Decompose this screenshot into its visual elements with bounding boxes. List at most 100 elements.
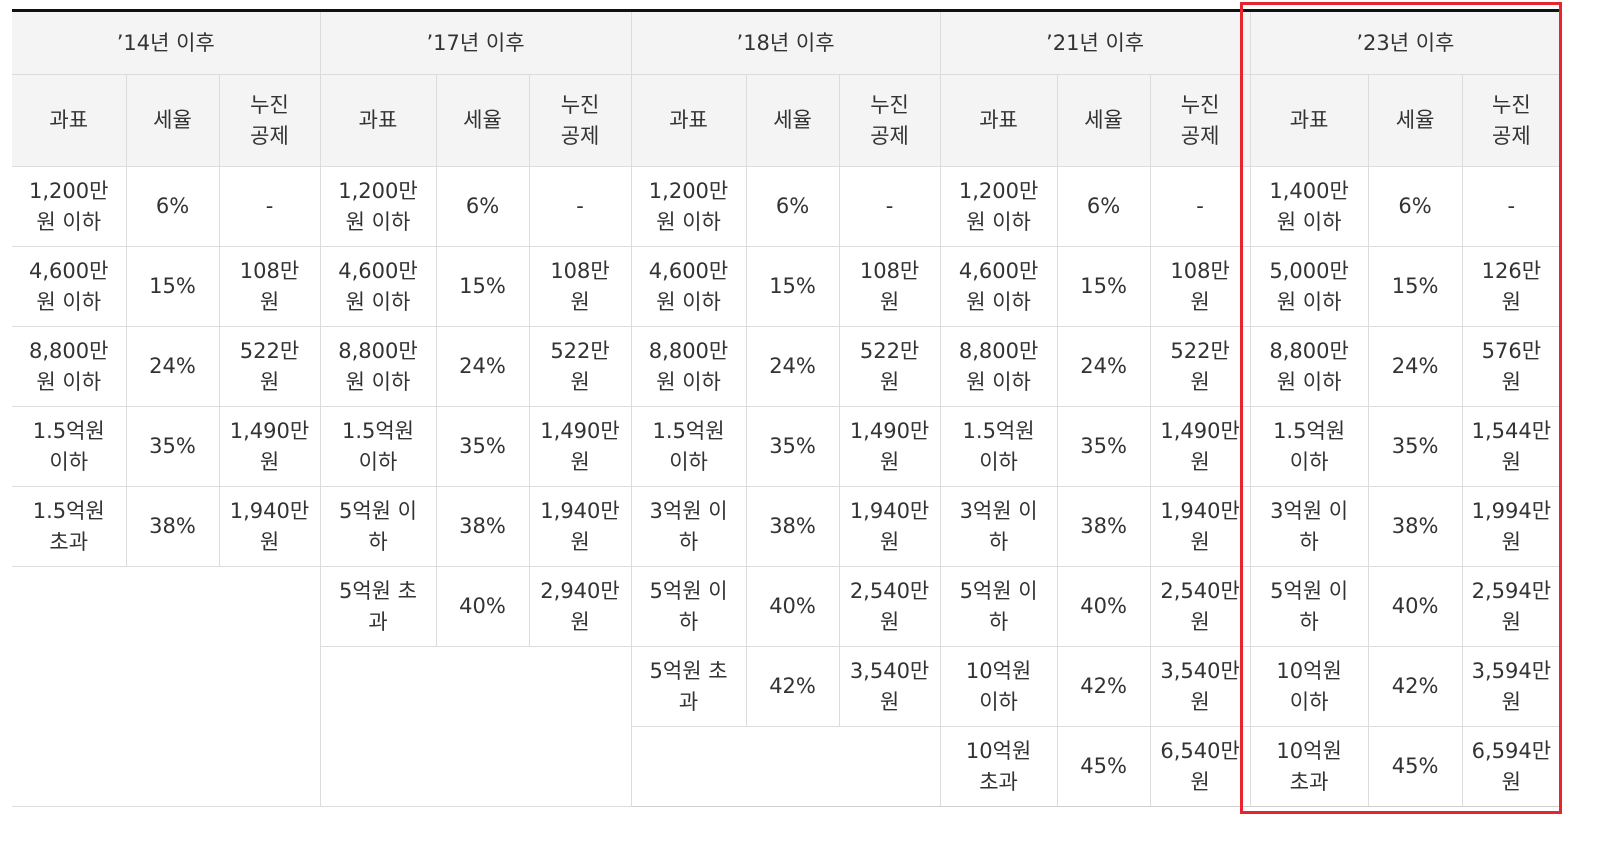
tax-rate-header: 세율 <box>125 74 220 167</box>
deduction-cell: 1,940만 원 <box>528 486 632 567</box>
deduction-cell: - <box>838 166 941 247</box>
tax-rate-header: 세율 <box>745 74 840 167</box>
tax-rate-cell: 15% <box>1367 246 1463 327</box>
period-title: ’14년 이후 <box>12 10 321 75</box>
deduction-cell: 1,490만 원 <box>1149 406 1251 487</box>
deduction-cell: - <box>1461 166 1561 247</box>
tax-rate-cell: 24% <box>1056 326 1151 407</box>
tax-base-header: 과표 <box>630 74 747 167</box>
tax-rate-cell: 38% <box>745 486 840 567</box>
deduction-cell: 126만 원 <box>1461 246 1561 327</box>
tax-rate-cell: 6% <box>1056 166 1151 247</box>
tax-base-cell: 1.5억원 이하 <box>319 406 437 487</box>
tax-rate-cell: 38% <box>125 486 220 567</box>
tax-rate-cell: 35% <box>125 406 220 487</box>
deduction-cell: 3,540만 원 <box>1149 646 1251 727</box>
tax-base-cell: 1,400만 원 이하 <box>1249 166 1369 247</box>
tax-rate-header: 세율 <box>1367 74 1463 167</box>
empty-cell <box>631 726 941 807</box>
deduction-cell: 522만 원 <box>218 326 321 407</box>
tax-base-cell: 5,000만 원 이하 <box>1249 246 1369 327</box>
tax-rate-cell: 42% <box>1056 646 1151 727</box>
tax-base-cell: 5억원 이 하 <box>319 486 437 567</box>
deduction-cell: 1,940만 원 <box>218 486 321 567</box>
tax-base-cell: 10억원 이하 <box>939 646 1058 727</box>
tax-rate-cell: 15% <box>125 246 220 327</box>
deduction-cell: 1,994만 원 <box>1461 486 1561 567</box>
tax-rate-cell: 35% <box>435 406 530 487</box>
tax-rate-cell: 24% <box>435 326 530 407</box>
tax-rate-cell: 24% <box>125 326 220 407</box>
deduction-cell: 108만 원 <box>1149 246 1251 327</box>
progressive-deduction-header: 누진 공제 <box>838 74 941 167</box>
tax-rate-cell: 6% <box>745 166 840 247</box>
table-row: 1,200만 원 이하 6% -1,200만 원 이하 6% -1,200만 원 이하 6… <box>12 166 1561 247</box>
tax-rate-cell: 15% <box>435 246 530 327</box>
deduction-cell: 1,490만 원 <box>218 406 321 487</box>
tax-base-cell: 10억원 초과 <box>939 726 1058 807</box>
deduction-cell: 576만 원 <box>1461 326 1561 407</box>
tax-rate-cell: 15% <box>1056 246 1151 327</box>
period-title: ’21년 이후 <box>939 10 1251 75</box>
tax-base-cell: 1,200만 원 이하 <box>12 166 127 247</box>
tax-rate-cell: 24% <box>1367 326 1463 407</box>
tax-rate-cell: 42% <box>745 646 840 727</box>
period-title: ’17년 이후 <box>319 10 632 75</box>
tax-base-cell: 5억원 이 하 <box>1249 566 1369 647</box>
tax-base-cell: 4,600만 원 이하 <box>319 246 437 327</box>
deduction-cell: 1,940만 원 <box>838 486 941 567</box>
tax-base-cell: 1.5억원 이하 <box>630 406 747 487</box>
deduction-cell: 3,540만 원 <box>838 646 941 727</box>
tax-base-header: 과표 <box>939 74 1058 167</box>
tax-base-cell: 1,200만 원 이하 <box>939 166 1058 247</box>
tax-rate-cell: 45% <box>1056 726 1151 807</box>
deduction-cell: 6,540만 원 <box>1149 726 1251 807</box>
table-row: 5억원 초 과 40% 2,940만 원 5억원 이 하 40% 2,540만 원 5억원 … <box>12 566 1561 807</box>
tax-base-cell: 3억원 이 하 <box>630 486 747 567</box>
period-header-row: ’14년 이후 ’17년 이후 ’18년 이후 ’21년 이후 ’23년 이후 <box>12 10 1561 75</box>
table-row: 10억원 초과 45% 6,540만 원 10억원 초과 45% 6,594만 원 <box>12 726 1561 807</box>
tax-base-cell: 10억원 이하 <box>1249 646 1369 727</box>
tax-base-cell: 10억원 초과 <box>1249 726 1369 807</box>
tax-rate-cell: 40% <box>745 566 840 647</box>
deduction-cell: 1,544만 원 <box>1461 406 1561 487</box>
tax-base-cell: 4,600만 원 이하 <box>12 246 127 327</box>
period-title: ’23년 이후 <box>1249 10 1561 75</box>
tax-base-cell: 5억원 초 과 <box>319 566 437 647</box>
deduction-cell: 1,940만 원 <box>1149 486 1251 567</box>
deduction-cell: - <box>1149 166 1251 247</box>
tax-base-cell: 1,200만 원 이하 <box>319 166 437 247</box>
progressive-deduction-header: 누진 공제 <box>1149 74 1251 167</box>
table-row: 5억원 초 과 42% 3,540만 원 10억원 이하 42% 3,540만 원 10억원… <box>12 646 1561 807</box>
deduction-cell: - <box>218 166 321 247</box>
tax-rate-cell: 24% <box>745 326 840 407</box>
table-row: 1.5억원 초과 38% 1,940만 원 5억원 이 하 38% 1,940만 원 3억원… <box>12 486 1561 567</box>
tax-rate-cell: 42% <box>1367 646 1463 727</box>
tax-base-header: 과표 <box>319 74 437 167</box>
deduction-cell: 522만 원 <box>528 326 632 407</box>
tax-rate-cell: 6% <box>435 166 530 247</box>
column-header-row: 과표 세율 누진 공제 과표 세율 누진 공제 과표 세율 누진 공제 과표 세율 누진 공제 과표 세율… <box>12 74 1561 167</box>
tax-rate-cell: 35% <box>1056 406 1151 487</box>
deduction-cell: 522만 원 <box>838 326 941 407</box>
deduction-cell: 2,540만 원 <box>1149 566 1251 647</box>
progressive-deduction-header: 누진 공제 <box>1461 74 1561 167</box>
deduction-cell: 3,594만 원 <box>1461 646 1561 727</box>
tax-base-cell: 8,800만 원 이하 <box>1249 326 1369 407</box>
tax-rate-table: ’14년 이후 ’17년 이후 ’18년 이후 ’21년 이후 ’23년 이후 과표 세율 누… <box>12 9 1561 807</box>
tax-base-cell: 1.5억원 이하 <box>939 406 1058 487</box>
tax-rate-cell: 35% <box>1367 406 1463 487</box>
tax-base-cell: 4,600만 원 이하 <box>939 246 1058 327</box>
tax-rate-cell: 35% <box>745 406 840 487</box>
deduction-cell: 2,940만 원 <box>528 566 632 647</box>
empty-cell <box>12 566 321 807</box>
tax-base-cell: 5억원 이 하 <box>630 566 747 647</box>
tax-base-cell: 8,800만 원 이하 <box>630 326 747 407</box>
tax-base-cell: 1,200만 원 이하 <box>630 166 747 247</box>
tax-rate-cell: 40% <box>435 566 530 647</box>
empty-cell <box>320 646 632 807</box>
deduction-cell: 108만 원 <box>528 246 632 327</box>
tax-rate-cell: 40% <box>1367 566 1463 647</box>
tax-rate-cell: 45% <box>1367 726 1463 807</box>
tax-rate-cell: 38% <box>1056 486 1151 567</box>
